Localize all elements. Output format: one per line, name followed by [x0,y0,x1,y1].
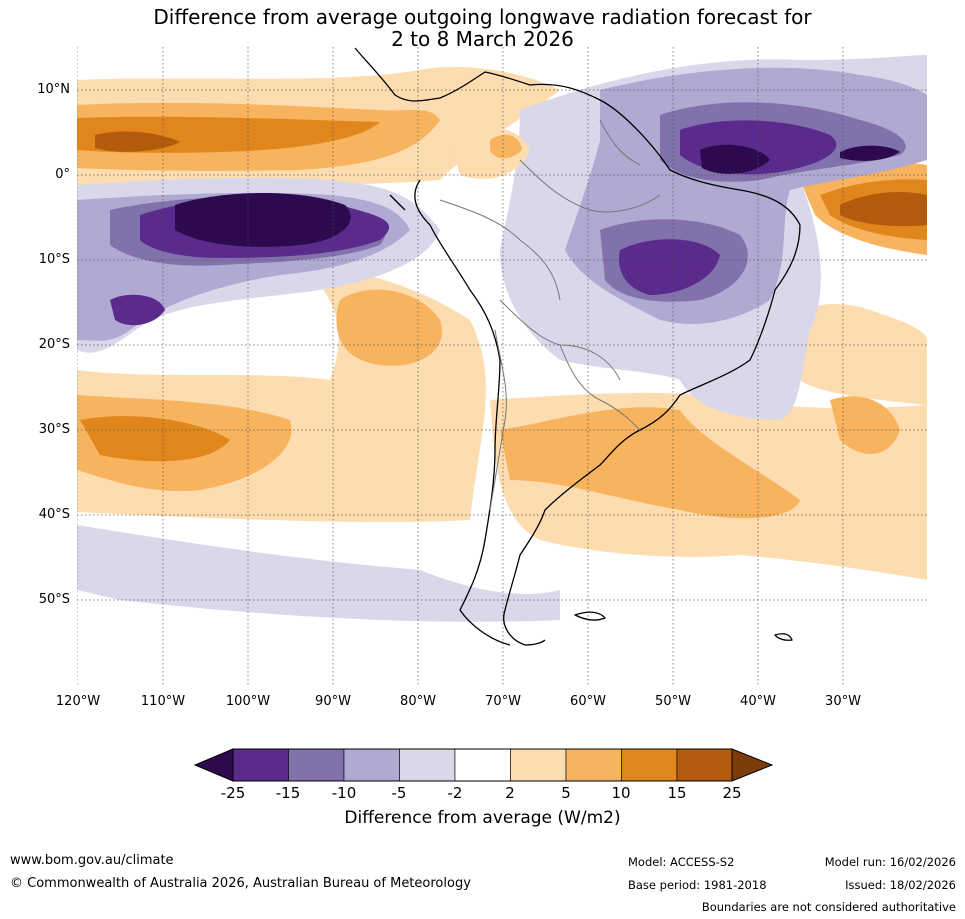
anomaly-region [80,416,230,462]
anomaly-region [175,192,351,247]
lon-label: 70°W [485,694,521,709]
colorbar-tick: 15 [667,784,687,802]
anomaly-region [830,396,900,454]
border [489,329,507,511]
border [599,119,641,166]
coastline [389,194,406,211]
lon-label: 100°W [225,694,271,709]
coastline [354,47,801,646]
lon-label: 30°W [825,694,861,709]
lat-label: 10°S [38,252,70,267]
model-text: Model: ACCESS-S2 [628,855,735,869]
lon-label: 50°W [655,694,691,709]
copyright-text: © Commonwealth of Australia 2026, Austra… [10,876,471,891]
anomaly-region [336,289,442,366]
colorbar-tick: -25 [220,784,246,802]
lon-label: 90°W [315,694,351,709]
colorbar-tick: -15 [275,784,301,802]
lat-label: 0° [55,167,70,182]
lat-label: 30°S [38,422,70,437]
colorbar-tick: -2 [447,784,463,802]
base-period-text: Base period: 1981-2018 [628,878,767,892]
border [519,159,661,213]
website-text: www.bom.gov.au/climate [10,853,174,868]
anomaly-region [95,131,180,152]
lat-label: 20°S [38,337,70,352]
colorbar-tick: -5 [391,784,407,802]
lon-label: 80°W [400,694,436,709]
anomaly-region [77,525,560,622]
lon-label: 110°W [140,694,186,709]
anomaly-region [780,304,927,405]
anomaly-region [840,145,900,161]
lon-label: 40°W [740,694,776,709]
map-title-line2: 2 to 8 March 2026 [391,27,574,51]
lon-label: 120°W [55,694,101,709]
colorbar-tick: 5 [561,784,571,802]
colorbar-tick: 25 [722,784,742,802]
colorbar-tick: -10 [331,784,357,802]
disclaimer-text: Boundaries are not considered authoritat… [701,900,956,914]
lon-label: 60°W [570,694,606,709]
coastline [774,633,793,641]
colorbar-tick: 10 [611,784,631,802]
border [559,344,641,431]
anomaly-region [840,192,927,227]
anomaly-region [490,134,522,159]
model-run-text: Model run: 16/02/2026 [824,855,956,869]
anomaly-region [619,239,720,295]
anomaly-region [700,144,770,174]
colorbar-tick: 2 [505,784,515,802]
coastline [574,611,606,621]
coastline [414,179,511,646]
border [439,199,561,301]
lat-label: 10°N [37,82,70,97]
colorbar-label: Difference from average (W/m2) [344,808,621,828]
lat-label: 40°S [38,507,70,522]
anomaly-region [500,407,800,519]
issued-text: Issued: 18/02/2026 [845,878,956,892]
anomaly-region [110,294,165,326]
lat-label: 50°S [38,592,70,607]
map-title-line1: Difference from average outgoing longwav… [153,5,812,29]
